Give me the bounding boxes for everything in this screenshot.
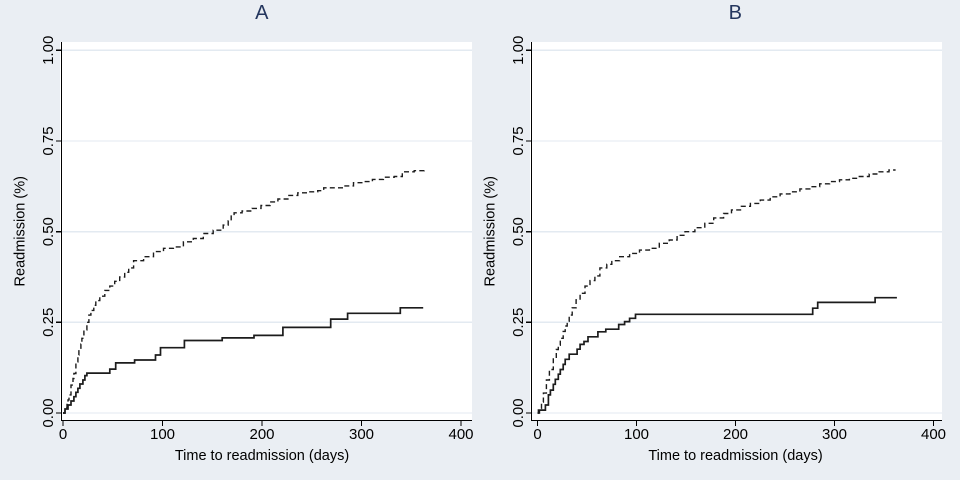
y-tick-label: 0.25 [510,308,527,337]
dashed-curve [63,169,425,414]
panel-a-chart: 0.00 0.25 0.50 0.75 1.00 0 100 200 300 400 Readmis… [13,36,474,464]
panel-b-chart: 0.00 0.25 0.50 0.75 1.00 0 100 200 300 400 Readmis… [483,36,947,464]
x-tick-label: 400 [448,426,473,443]
x-tick-label: 0 [533,426,541,443]
x-axis-label: Time to readmission (days) [648,448,822,464]
y-tick-label: 0.75 [40,126,57,155]
x-axis-label: Time to readmission (days) [175,448,349,464]
y-tick-label: 0.75 [510,126,527,155]
x-tick-label: 200 [723,426,748,443]
y-tick-label: 0.00 [40,398,57,427]
x-tick-label: 300 [349,426,374,443]
y-axis-label: Readmission (%) [13,176,29,286]
panel-a-title: A [255,2,269,24]
panel-b-title: B [728,2,743,24]
x-tick-label: 100 [624,426,649,443]
panel-b: B 0.00 0.25 0.50 0.75 1.00 0 100 200 300 400 Readm… [480,0,960,480]
y-tick-label: 0.25 [40,308,57,337]
panel-a: A 0.00 0.25 0.50 0.75 1.00 0 100 200 300 400 Readm… [13,2,474,464]
y-tick-label: 0.50 [40,217,57,246]
x-tick-label: 300 [822,426,847,443]
y-tick-label: 1.00 [40,36,57,65]
x-tick-label: 0 [59,426,67,443]
solid-curve [63,306,424,414]
x-tick-label: 400 [921,426,946,443]
y-tick-label: 0.00 [510,398,527,427]
y-tick-label: 1.00 [510,36,527,65]
solid-curve [537,296,897,414]
y-tick-label: 0.50 [510,217,527,246]
y-axis-label: Readmission (%) [483,176,499,286]
x-tick-label: 100 [150,426,175,443]
dashed-curve [537,169,896,414]
x-tick-label: 200 [249,426,274,443]
